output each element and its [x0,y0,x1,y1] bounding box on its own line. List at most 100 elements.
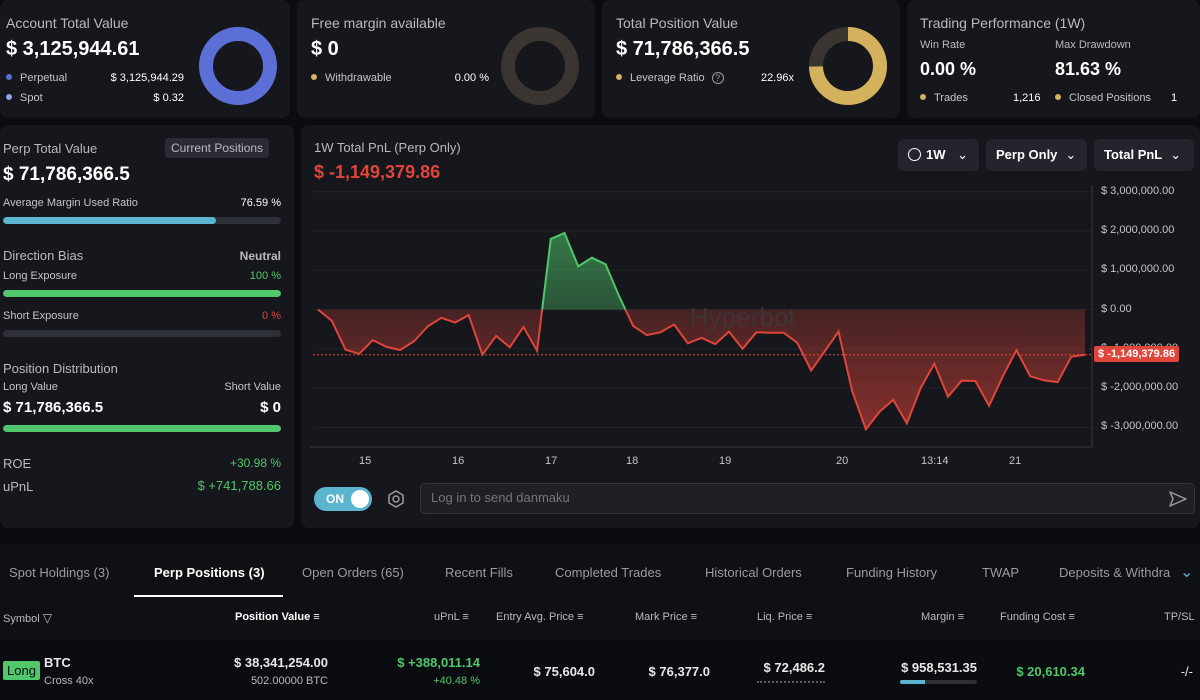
table-row[interactable]: Long BTC Cross 40x $ 38,341,254.00 502.0… [0,640,1200,700]
header-liq-price[interactable]: Liq. Price ≡ [757,611,813,623]
closed-row: Closed Positions [1055,92,1151,104]
short-value-label: Short Value [224,381,281,393]
x-tick-21: 21 [1009,455,1022,467]
chevron-down-icon: ⌄ [1170,147,1182,162]
current-value-tag: $ -1,149,379.86 [1094,345,1180,362]
x-tick-15: 15 [359,455,372,467]
upnl-cell: $ +388,011.14 [397,655,480,670]
y-tick-label: $ -2,000,000.00 [1101,381,1179,394]
margin-usage-bar [900,680,977,684]
tab-deposits-withdrawals[interactable]: Deposits & Withdra [1059,565,1171,580]
perp-panel: Perp Total Value Current Positions $ 71,… [0,125,294,528]
position-distribution-label: Position Distribution [3,361,118,376]
tab-funding-history[interactable]: Funding History [846,565,938,580]
short-exposure-bar [3,330,281,337]
withdrawable-value: 0.00 % [454,72,489,84]
header-tpsl: TP/SL [1164,611,1195,623]
chart-watermark: Hyperbot [690,302,796,332]
header-mark-price[interactable]: Mark Price ≡ [635,611,698,623]
win-rate-label: Win Rate [920,39,966,51]
sort-icon[interactable]: ≡ [1068,611,1075,623]
help-icon[interactable]: ? [711,72,724,84]
account-donut [199,27,277,105]
chevron-down-icon: ⌄ [1065,147,1077,162]
long-exposure-value: 100 % [249,270,281,282]
danmaku-input-box[interactable] [420,483,1195,514]
direction-bias-value: Neutral [239,249,281,263]
tab-completed-trades[interactable]: Completed Trades [555,565,662,580]
sort-icon[interactable]: ≡ [957,611,965,623]
perpetual-row: Perpetual [6,72,67,84]
upnl-label: uPnL [3,479,34,494]
funding-cost-cell: $ 20,610.34 [1016,664,1085,679]
header-upnl[interactable]: uPnL ≡ [434,611,469,623]
settings-icon[interactable] [386,489,406,509]
header-symbol[interactable]: Symbol ▽ [3,611,52,625]
current-positions-button[interactable]: Current Positions [165,138,270,158]
tab-spot-holdings[interactable]: Spot Holdings (3) [9,565,110,580]
tab-historical-orders[interactable]: Historical Orders [705,565,802,580]
tpsl-cell[interactable]: -/- [1180,664,1193,679]
win-rate-value: 0.00 % [920,59,977,79]
short-exposure-value: 0 % [262,310,281,322]
y-tick-label: $ -3,000,000.00 [1101,420,1179,433]
tabs-bar [0,545,1200,597]
chart-pnl-value: $ -1,149,379.86 [314,162,441,182]
tab-open-orders[interactable]: Open Orders (65) [302,565,404,580]
scope-dropdown[interactable]: Perp Only ⌄ [986,139,1087,171]
tab-recent-fills[interactable]: Recent Fills [445,565,513,580]
period-dropdown[interactable]: 1W ⌄ [898,139,979,171]
position-value-cell: $ 38,341,254.00 [234,655,328,670]
position-card: Total Position Value $ 71,786,366.5 Leve… [602,0,900,118]
perpetual-value: $ 3,125,944.29 [110,72,184,84]
roe-label: ROE [3,456,32,471]
spot-row: Spot [6,92,43,104]
active-tab-underline [134,595,283,597]
header-position-value[interactable]: Position Value ≡ [235,611,320,623]
margin-cell: $ 958,531.35 [901,660,977,675]
short-exposure-label: Short Exposure [3,310,79,322]
max-drawdown-value: 81.63 % [1055,59,1122,79]
tab-twap[interactable]: TWAP [982,565,1020,580]
send-icon[interactable] [1168,489,1188,509]
sort-icon[interactable]: ≡ [313,611,320,623]
upnl-value: $ +741,788.66 [197,478,282,493]
margin-donut [501,27,579,105]
y-tick-label: $ 0.00 [1101,302,1132,315]
sort-icon[interactable]: ≡ [690,611,698,623]
metric-dropdown[interactable]: Total PnL ⌄ [1094,139,1194,171]
header-funding-cost[interactable]: Funding Cost ≡ [1000,611,1075,623]
liq-price-cell: $ 72,486.2 [763,660,825,675]
sort-icon[interactable]: ≡ [577,611,584,623]
account-value: $ 3,125,944.61 [6,38,140,60]
roe-value: +30.98 % [229,456,281,470]
y-tick-label: $ 2,000,000.00 [1101,224,1175,237]
margin-card: Free margin available $ 0 Withdrawable 0… [297,0,595,118]
margin-mode: Cross 40x [44,675,94,687]
max-drawdown-label: Max Drawdown [1055,39,1131,51]
tab-perp-positions[interactable]: Perp Positions (3) [154,565,265,580]
upnl-pct-cell: +40.48 % [433,675,480,687]
liq-price-underline [757,681,825,683]
y-tick-label: $ 1,000,000.00 [1101,263,1175,276]
leverage-row: Leverage Ratio ? [616,72,724,84]
table-header [0,598,1200,640]
entry-price-cell: $ 75,604.0 [533,664,595,679]
tabs-more-chevron-icon[interactable]: ⌄ [1180,564,1194,581]
leverage-value: 22.96x [760,72,794,84]
x-tick-19: 19 [719,455,732,467]
sort-icon[interactable]: ≡ [462,611,469,623]
perp-title: Perp Total Value [3,141,98,156]
danmaku-input[interactable] [431,490,1151,505]
long-value-label: Long Value [3,381,58,393]
sort-icon[interactable]: ≡ [805,611,813,623]
x-tick-17: 17 [545,455,558,467]
filter-icon[interactable]: ▽ [42,611,52,625]
x-tick-13-14: 13:14 [921,455,949,467]
header-entry-price[interactable]: Entry Avg. Price ≡ [496,611,584,623]
danmaku-toggle[interactable]: ON [314,487,372,511]
performance-title: Trading Performance (1W) [920,15,1086,31]
header-margin[interactable]: Margin ≡ [921,611,965,623]
symbol[interactable]: BTC [44,655,71,670]
perp-value: $ 71,786,366.5 [3,164,130,185]
